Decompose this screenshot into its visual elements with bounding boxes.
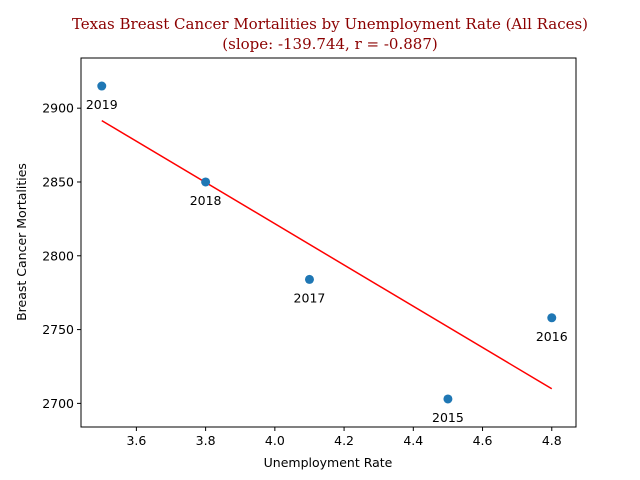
data-point [304,274,314,284]
points-layer: 2019 2018 2017 2015 2016 [86,81,568,425]
trend-line [101,119,553,390]
y-axis-label: Breast Cancer Mortalities [14,163,29,321]
y-tick-label: 2800 [42,248,74,263]
x-tick-label: 4.2 [334,433,354,448]
x-tick-label: 3.6 [126,433,146,448]
y-tick-label: 2850 [42,174,74,189]
data-point [443,394,453,404]
data-point [547,313,557,323]
data-point [97,81,107,91]
x-axis-label: Unemployment Rate [264,455,393,470]
x-tick-label: 3.8 [196,433,216,448]
chart-title: Texas Breast Cancer Mortalities by Unemp… [72,15,588,33]
point-label: 2016 [536,329,568,344]
x-tick-label: 4.0 [265,433,285,448]
y-axis-ticks: 2700 2750 2800 2850 2900 [42,101,81,411]
point-label: 2015 [432,410,464,425]
x-tick-label: 4.4 [403,433,423,448]
point-label: 2018 [190,193,222,208]
y-tick-label: 2700 [42,396,74,411]
plot-area [80,57,577,428]
y-tick-label: 2750 [42,322,74,337]
trendline-layer [101,119,553,390]
chart-subtitle: (slope: -139.744, r = -0.887) [222,35,437,53]
x-tick-label: 4.8 [542,433,562,448]
x-tick-label: 4.6 [473,433,493,448]
point-label: 2017 [294,290,326,305]
y-tick-label: 2900 [42,101,74,116]
point-label: 2019 [86,97,118,112]
x-axis-ticks: 3.6 3.8 4.0 4.2 4.4 4.6 4.8 [126,427,562,448]
data-point [201,177,211,187]
